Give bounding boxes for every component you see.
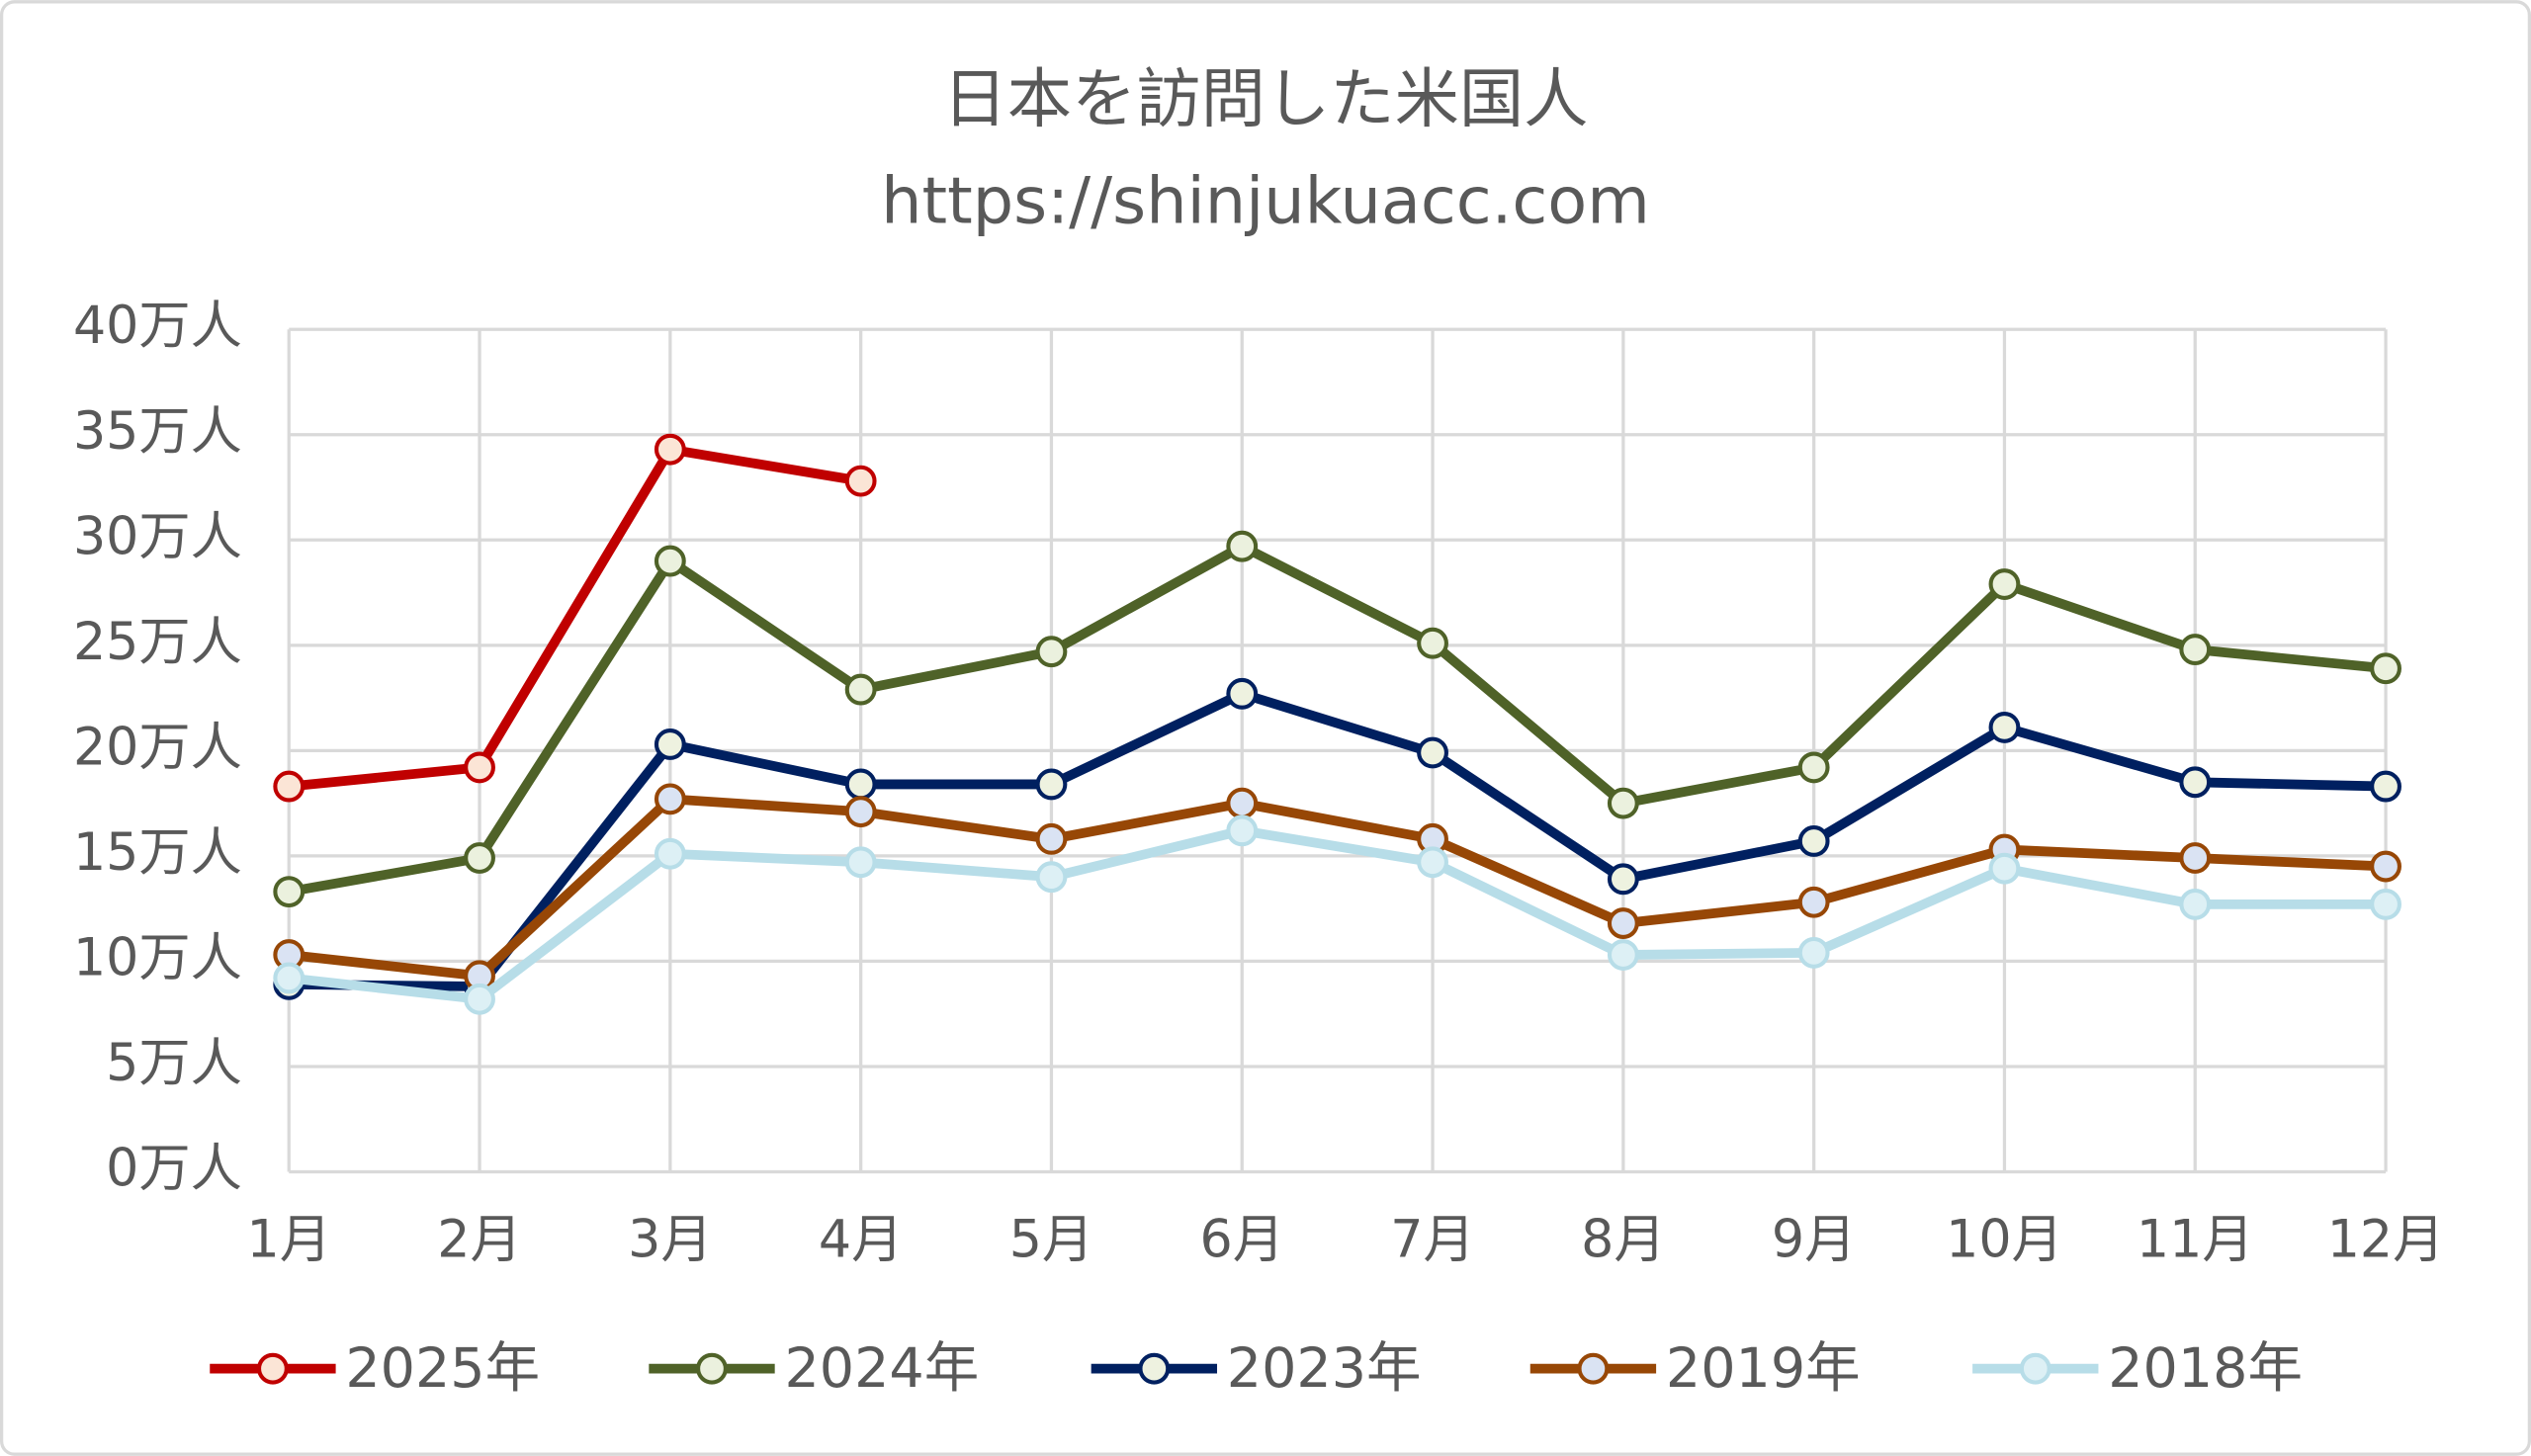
- data-point: [2179, 888, 2212, 920]
- legend-marker: [696, 1352, 728, 1385]
- data-point: [844, 465, 877, 497]
- data-point: [844, 796, 877, 828]
- series-line: [289, 688, 2387, 991]
- data-point: [1035, 768, 1068, 801]
- series-line: [288, 541, 2387, 897]
- data-point: [2370, 770, 2401, 803]
- data-point: [2370, 888, 2401, 920]
- data-point: [654, 783, 686, 815]
- x-tick-label: 5月: [1009, 1210, 1093, 1269]
- data-point: [1988, 852, 2021, 885]
- y-tick-label: 20万人: [73, 718, 242, 777]
- x-tick-label: 8月: [1581, 1210, 1665, 1269]
- data-point: [1797, 936, 1830, 969]
- y-tick-label: 25万人: [73, 613, 242, 672]
- legend-marker: [1577, 1352, 1610, 1385]
- y-tick-label: 0万人: [106, 1139, 242, 1198]
- data-point: [2179, 842, 2212, 874]
- data-point: [464, 842, 495, 874]
- legend-label: 2019年: [1666, 1336, 1861, 1401]
- x-tick-label: 3月: [628, 1210, 712, 1269]
- data-point: [1797, 825, 1830, 857]
- data-point: [2179, 634, 2212, 666]
- data-point: [844, 768, 877, 801]
- data-point: [1607, 939, 1639, 971]
- data-point: [1988, 712, 2021, 743]
- data-point: [844, 846, 877, 879]
- data-point: [2179, 766, 2212, 799]
- x-tick-label: 7月: [1390, 1210, 1474, 1269]
- data-point: [654, 433, 686, 466]
- data-point: [273, 770, 305, 803]
- data-point: [844, 673, 877, 706]
- y-tick-label: 5万人: [106, 1034, 242, 1093]
- data-point: [1035, 822, 1068, 855]
- data-point: [654, 728, 686, 760]
- data-point: [1226, 677, 1259, 710]
- x-tick-label: 11月: [2137, 1210, 2254, 1269]
- data-point: [1607, 787, 1639, 819]
- data-point: [1797, 886, 1830, 918]
- data-point: [464, 983, 495, 1015]
- data-point: [1035, 636, 1068, 668]
- data-point: [273, 876, 305, 908]
- data-point: [1226, 787, 1259, 819]
- data-point: [464, 751, 495, 784]
- y-tick-label: 40万人: [73, 297, 242, 356]
- data-point: [1417, 627, 1448, 659]
- x-tick-label: 12月: [2327, 1210, 2445, 1269]
- data-point: [654, 837, 686, 870]
- data-point: [1417, 736, 1448, 769]
- y-tick-label: 10万人: [73, 928, 242, 987]
- legend-label: 2024年: [784, 1336, 979, 1401]
- data-point: [2370, 652, 2401, 685]
- y-tick-label: 30万人: [73, 507, 242, 566]
- data-point: [1988, 568, 2021, 600]
- y-tick-label: 15万人: [73, 823, 242, 883]
- legend-marker: [2019, 1352, 2051, 1385]
- data-point: [1035, 861, 1068, 894]
- x-tick-label: 1月: [247, 1210, 331, 1269]
- x-tick-label: 9月: [1772, 1210, 1856, 1269]
- x-tick-label: 2月: [437, 1210, 521, 1269]
- y-tick-label: 35万人: [73, 402, 242, 462]
- data-point: [1607, 863, 1639, 896]
- legend-label: 2025年: [345, 1336, 540, 1401]
- series-line: [288, 794, 2387, 982]
- data-point: [1797, 751, 1830, 784]
- series-line: [288, 444, 862, 792]
- legend-marker: [1138, 1352, 1171, 1385]
- x-tick-label: 6月: [1200, 1210, 1284, 1269]
- data-point: [2370, 850, 2401, 883]
- data-point: [1226, 530, 1259, 562]
- data-point: [1226, 814, 1259, 847]
- x-tick-label: 10月: [1946, 1210, 2063, 1269]
- data-point: [1607, 907, 1639, 939]
- series-line: [288, 825, 2387, 1004]
- legend-label: 2018年: [2108, 1336, 2303, 1401]
- data-point: [654, 545, 686, 577]
- x-tick-label: 4月: [819, 1210, 903, 1269]
- legend-marker: [257, 1352, 289, 1385]
- data-point: [273, 962, 305, 994]
- chart-subtitle: https://shinjukuacc.com: [881, 164, 1650, 239]
- data-point: [1417, 846, 1448, 879]
- chart-title: 日本を訪問した米国人: [943, 62, 1589, 137]
- legend-label: 2023年: [1227, 1336, 1422, 1401]
